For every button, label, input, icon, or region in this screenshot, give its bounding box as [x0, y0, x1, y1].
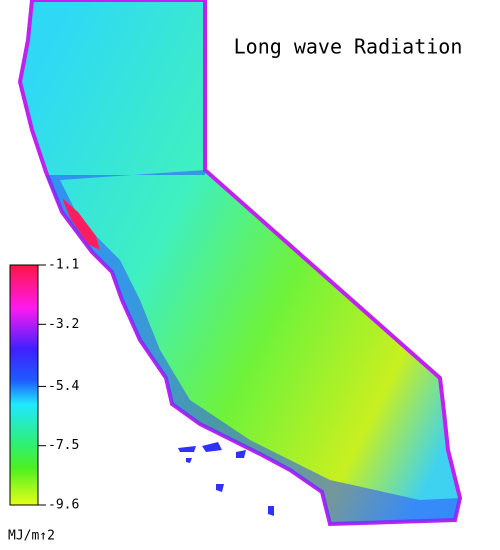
colorbar-tick-label: -7.5: [48, 438, 79, 453]
colorbar-unit: MJ/m↑2: [8, 529, 55, 544]
island: [236, 450, 246, 458]
colorbar-tick-label: -5.4: [48, 379, 79, 394]
land-area: [17, 0, 463, 527]
colorbar-tick-label: -3.2: [48, 317, 79, 332]
coast-hot: [62, 198, 100, 250]
colorbar-tick-label: -1.1: [48, 258, 79, 273]
map-title: Long wave Radiation: [234, 35, 463, 59]
island: [186, 458, 192, 463]
island: [202, 442, 222, 452]
island: [178, 446, 196, 452]
island: [268, 506, 274, 516]
island: [216, 484, 224, 492]
colorbar: -1.1 -3.2 -5.4 -7.5 -9.6: [9, 258, 79, 513]
colorbar-ramp: [9, 264, 39, 506]
california-map: [17, 0, 463, 527]
colorbar-tick-label: -9.6: [48, 498, 79, 513]
